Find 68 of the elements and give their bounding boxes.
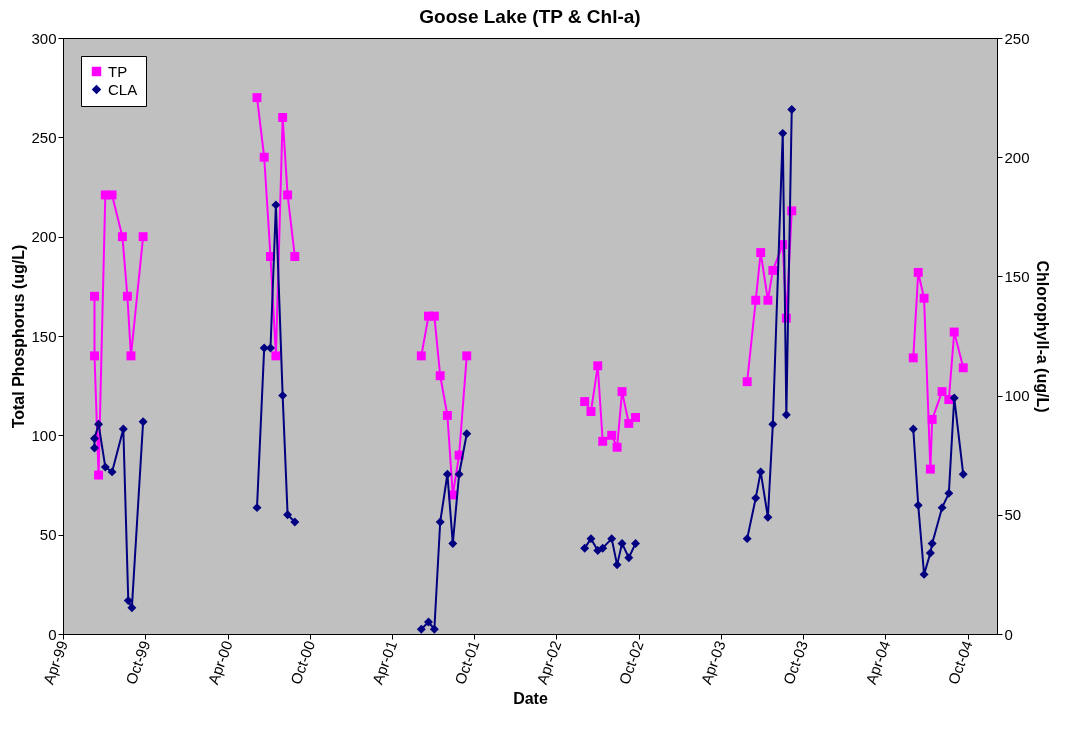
- point: [94, 419, 104, 429]
- y2-tick-label: 150: [1004, 267, 1030, 285]
- point: [435, 371, 445, 381]
- point: [90, 434, 99, 443]
- point: [90, 443, 99, 453]
- point: [117, 232, 127, 242]
- point: [913, 267, 923, 277]
- point: [937, 387, 947, 397]
- point: [90, 291, 99, 301]
- point: [118, 424, 128, 434]
- x-tick-label: Oct-04: [944, 638, 976, 687]
- y-tick-label: 250: [31, 128, 57, 146]
- x-tick-label: Apr-00: [204, 638, 236, 687]
- point: [283, 510, 293, 520]
- y2-tick-label: 200: [1004, 148, 1030, 166]
- y-tick-label: 150: [31, 327, 57, 345]
- legend-label: TP: [108, 62, 128, 80]
- point: [429, 311, 439, 321]
- point: [138, 232, 148, 242]
- y-axis-title: Total Phosphorus (ug/L): [10, 244, 28, 429]
- point: [290, 517, 300, 527]
- point: [442, 410, 452, 420]
- x-tick-label: Oct-02: [615, 638, 647, 687]
- y-tick-label: 300: [31, 29, 57, 47]
- x-tick-label: Apr-04: [862, 638, 894, 687]
- y-tick-label: 200: [31, 228, 57, 246]
- point: [138, 417, 148, 427]
- y2-tick-label: 50: [1004, 506, 1022, 524]
- x-tick-label: Oct-03: [779, 638, 812, 687]
- point: [781, 410, 791, 420]
- point: [787, 105, 797, 114]
- point: [252, 503, 262, 513]
- point: [416, 351, 426, 361]
- point: [107, 467, 117, 477]
- x-tick-label: Oct-00: [286, 638, 319, 687]
- y-tick-label: 100: [31, 426, 57, 444]
- y2-axis-title: Chlorophyll-a (ug/L): [1033, 260, 1051, 413]
- point: [94, 470, 104, 480]
- point: [126, 351, 136, 361]
- point: [278, 391, 288, 401]
- y2-tick-label: 250: [1004, 29, 1030, 47]
- point: [908, 353, 918, 363]
- x-tick-label: Apr-02: [532, 638, 565, 687]
- x-tick-label: Oct-01: [451, 638, 483, 687]
- x-tick-label: Apr-01: [368, 638, 401, 687]
- point: [107, 190, 117, 200]
- x-tick-label: Apr-03: [697, 638, 729, 687]
- point: [123, 596, 133, 606]
- y2-tick-label: 100: [1004, 387, 1030, 405]
- point: [100, 462, 110, 472]
- point: [778, 128, 788, 138]
- legend-label: CLA: [108, 80, 138, 98]
- point: [462, 351, 472, 361]
- point: [90, 351, 99, 361]
- y2-tick-label: 0: [1004, 625, 1013, 643]
- point: [958, 363, 968, 373]
- point: [768, 419, 778, 429]
- point: [949, 327, 959, 337]
- y-tick-label: 0: [48, 625, 57, 643]
- y-tick-label: 50: [39, 526, 57, 544]
- x-axis-title: Date: [513, 689, 548, 707]
- chart-title: Goose Lake (TP & Chl-a): [419, 6, 641, 27]
- point: [127, 603, 137, 613]
- point: [122, 291, 132, 301]
- point: [919, 293, 929, 303]
- point: [751, 493, 761, 503]
- x-tick-label: Oct-99: [122, 638, 154, 687]
- point: [742, 534, 752, 544]
